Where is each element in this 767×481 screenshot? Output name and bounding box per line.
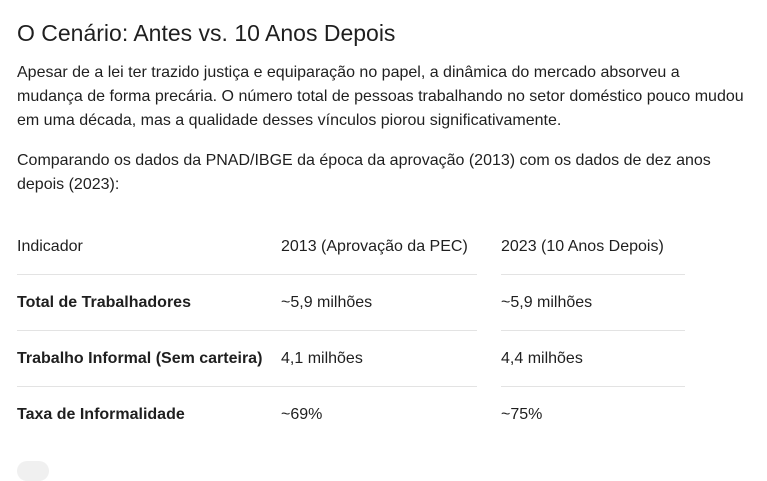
comparison-paragraph: Comparando os dados da PNAD/IBGE da époc… xyxy=(17,152,711,193)
main-content: O Cenário: Antes vs. 10 Anos Depois Apes… xyxy=(17,0,747,442)
table-row: Taxa de Informalidade ~69% ~75% xyxy=(17,386,685,443)
header-2013: 2013 (Aprovação da PEC) xyxy=(281,237,468,255)
table-row: Trabalho Informal (Sem carteira) 4,1 mil… xyxy=(17,330,685,387)
row-label: Total de Trabalhadores xyxy=(17,274,281,331)
column-gap xyxy=(477,387,501,443)
column-gap xyxy=(477,331,501,387)
table-row: Total de Trabalhadores ~5,9 milhões ~5,9… xyxy=(17,274,685,331)
cell-2013: 4,1 milhões xyxy=(281,330,477,387)
cell-2013: ~69% xyxy=(281,386,477,442)
intro-paragraph: Apesar de a lei ter trazido justiça e eq… xyxy=(17,64,744,129)
section-title: O Cenário: Antes vs. 10 Anos Depois xyxy=(17,20,396,46)
column-gap xyxy=(477,275,501,331)
header-2023: 2023 (10 Anos Depois) xyxy=(501,237,664,255)
cell-2013: ~5,9 milhões xyxy=(281,274,477,331)
row-label: Trabalho Informal (Sem carteira) xyxy=(17,330,281,387)
cell-2023: ~5,9 milhões xyxy=(501,274,685,331)
row-label: Taxa de Informalidade xyxy=(17,386,281,442)
table-actions-button[interactable] xyxy=(17,461,49,481)
cell-2023: ~75% xyxy=(501,386,685,442)
table-header-row: Indicador 2013 (Aprovação da PEC) 2023 (… xyxy=(17,219,685,275)
header-indicator: Indicador xyxy=(17,237,83,255)
comparison-table: Indicador 2013 (Aprovação da PEC) 2023 (… xyxy=(17,219,685,442)
cell-2023: 4,4 milhões xyxy=(501,330,685,387)
column-gap xyxy=(477,219,501,275)
